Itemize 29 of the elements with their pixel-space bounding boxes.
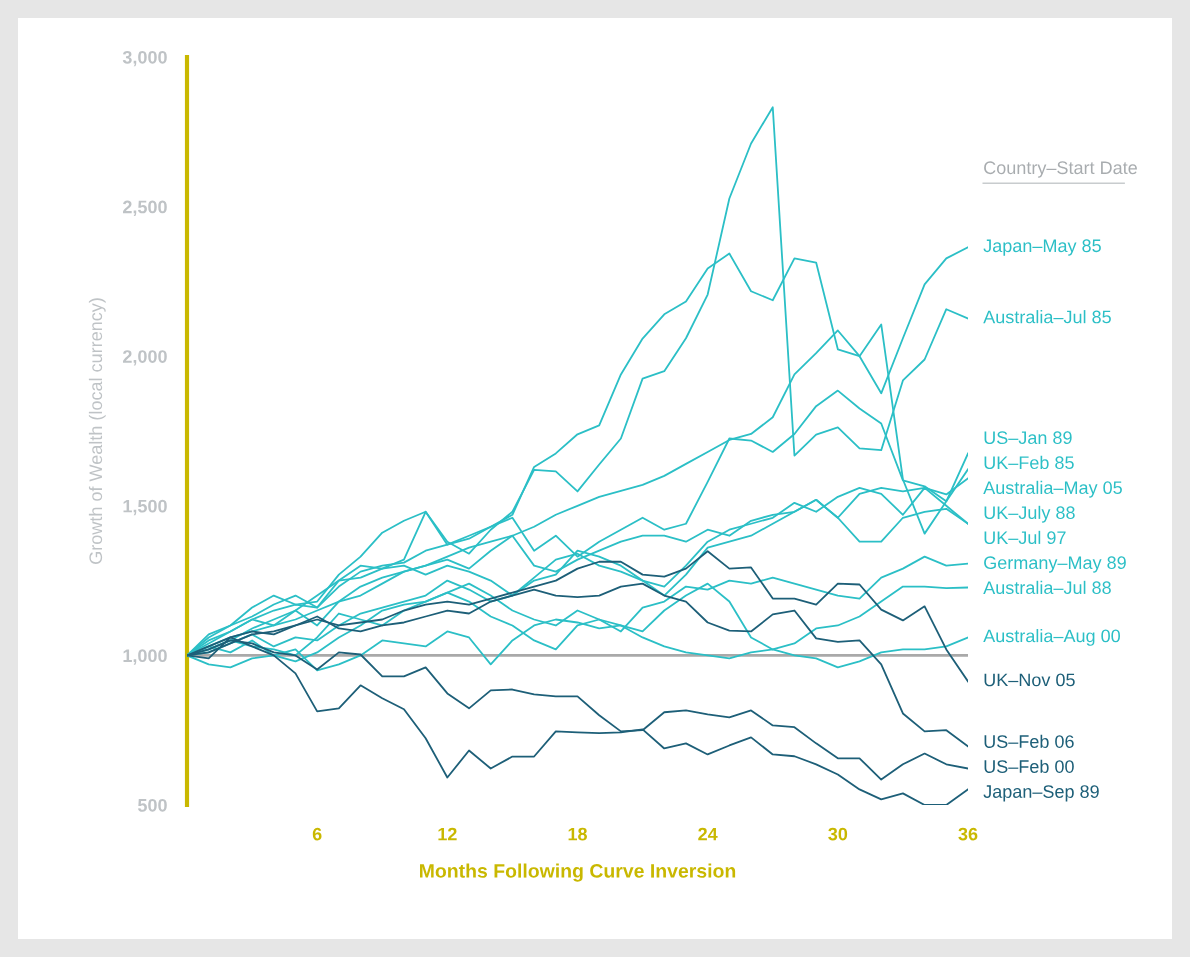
y-tick-label: 500 [137,798,167,812]
x-tick-label: 6 [312,827,322,841]
y-tick-label: 3,000 [122,50,167,67]
series-label: Japan–Sep 89 [983,785,1099,802]
y-tick-label: 2,000 [123,350,167,366]
series-label: Australia–Aug 00 [983,629,1120,646]
y-axis-title: Growth of Wealth (local currency) [88,298,106,564]
x-tick-label: 36 [958,827,978,841]
series-label: US–Feb 00 [984,759,1074,773]
series-label: Japan–May 85 [983,239,1101,256]
x-tick-label: 24 [698,827,718,841]
series-label: UK–Nov 05 [984,673,1075,687]
y-tick-label: 1,500 [123,499,167,516]
y-tick-label: 2,500 [123,200,167,216]
x-axis-title: Months Following Curve Inversion [420,863,736,882]
y-tick-label: 1,000 [123,649,167,665]
series-label: UK–July 88 [984,505,1075,523]
series-label: Australia–May 05 [983,480,1122,498]
series-label: UK–Feb 85 [984,455,1074,470]
series-label: Australia–Jul 85 [983,310,1111,324]
series-label: US–Feb 06 [984,734,1074,748]
series-label: Germany–May 89 [984,556,1126,573]
x-tick-label: 12 [438,827,457,841]
x-tick-label: 30 [828,827,848,841]
legend-title: Country–Start Date [984,161,1137,178]
series-label: US–Jan 89 [984,431,1072,445]
series-label: Australia–Jul 88 [983,580,1111,595]
series-label: UK–Jul 97 [984,530,1066,545]
x-tick-label: 18 [568,827,587,841]
